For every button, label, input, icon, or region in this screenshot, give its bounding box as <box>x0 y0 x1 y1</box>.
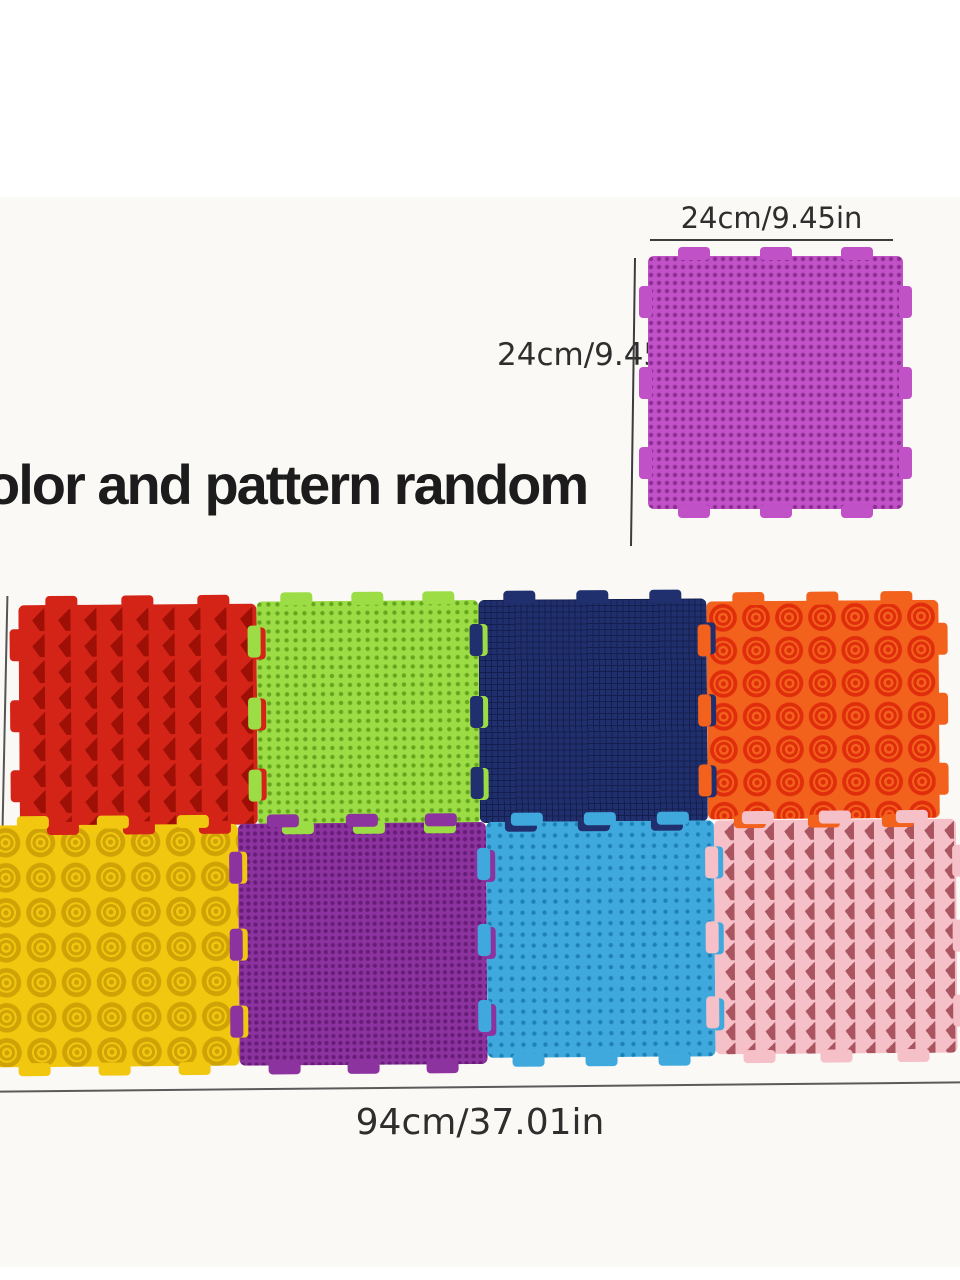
puzzle-tab <box>639 285 652 318</box>
puzzle-tab <box>935 692 949 725</box>
puzzle-tab <box>197 594 230 608</box>
puzzle-tab <box>478 999 492 1032</box>
puzzle-tab <box>935 762 949 795</box>
puzzle-tab <box>841 505 874 518</box>
puzzle-tab <box>45 595 78 610</box>
puzzle-tab <box>705 846 719 879</box>
puzzle-tab <box>732 592 765 606</box>
puzzle-tab <box>639 366 652 399</box>
puzzle-tab <box>677 505 710 518</box>
puzzle-tab <box>425 813 458 827</box>
puzzle-tab <box>512 1053 545 1067</box>
puzzle-tab <box>897 1048 931 1063</box>
puzzle-tab <box>818 810 851 824</box>
puzzle-tab <box>649 589 682 603</box>
puzzle-tab <box>952 919 960 952</box>
puzzle-tab <box>280 592 313 606</box>
puzzle-tab <box>470 766 484 799</box>
puzzle-tab <box>698 694 712 727</box>
puzzle-tab <box>18 1063 51 1077</box>
puzzle-tab <box>178 1061 211 1076</box>
puzzle-tab <box>841 247 874 260</box>
puzzle-tab <box>121 595 154 609</box>
puzzle-tab <box>96 815 129 829</box>
puzzle-tab <box>899 366 912 399</box>
puzzle-tab <box>576 590 609 604</box>
puzzle-tab <box>741 810 774 825</box>
yellow-rose-mat <box>0 823 240 1068</box>
puzzle-tab <box>510 812 543 826</box>
puzzle-tab <box>426 1060 460 1074</box>
puzzle-tab <box>698 764 712 797</box>
puzzle-tab <box>16 816 49 830</box>
puzzle-tab <box>268 1061 301 1075</box>
assembled-width-label: 94cm/37.01in <box>355 1102 605 1143</box>
puzzle-tab <box>229 928 243 961</box>
puzzle-tab <box>658 1052 691 1066</box>
puzzle-tab <box>880 590 913 605</box>
puzzle-tab <box>10 770 24 803</box>
puzzle-tab <box>351 591 384 605</box>
puzzle-tab <box>759 247 792 260</box>
puzzle-tab <box>247 625 261 658</box>
puzzle-tab <box>953 994 960 1027</box>
pink-spike-mat <box>713 818 958 1055</box>
puzzle-tab <box>248 697 262 730</box>
puzzle-tab <box>503 590 536 604</box>
puzzle-tab <box>899 447 912 480</box>
puzzle-tab <box>656 811 689 825</box>
puzzle-tab <box>705 921 719 954</box>
puzzle-tab <box>469 624 483 657</box>
single-mat-width-label: 24cm/9.45in <box>680 201 863 235</box>
single-mat-width-line <box>650 239 893 241</box>
puzzle-tab <box>583 812 616 826</box>
puzzle-tab <box>743 1049 776 1064</box>
puzzle-tab <box>934 622 948 656</box>
puzzle-tab <box>470 695 484 728</box>
puzzle-tab <box>422 591 455 605</box>
puzzle-tab <box>9 628 23 662</box>
assembled-mat-grid <box>0 589 960 1079</box>
puzzle-tab <box>639 447 652 480</box>
puzzle-tab <box>677 247 710 260</box>
puzzle-tab <box>899 285 912 318</box>
puzzle-tab <box>229 851 243 884</box>
green-dot-mat <box>256 600 480 826</box>
puzzle-tab <box>347 1060 380 1074</box>
puzzle-tab <box>266 814 299 828</box>
puzzle-tab <box>98 1062 131 1076</box>
puzzle-tab <box>46 821 79 836</box>
orange-rose-mat <box>706 599 940 820</box>
puzzle-tab <box>176 814 209 829</box>
puzzle-tab <box>697 624 711 657</box>
puzzle-tab <box>585 1053 618 1067</box>
puzzle-tab <box>952 844 960 877</box>
blue-dot-mat <box>485 820 716 1058</box>
puzzle-tab <box>806 591 839 605</box>
puzzle-tab <box>477 923 491 957</box>
puzzle-tab <box>345 813 378 827</box>
puzzle-tab <box>896 809 929 824</box>
purple-dot-mat <box>237 821 488 1066</box>
headline-text: olor and pattern random <box>0 453 589 516</box>
puzzle-tab <box>477 848 491 881</box>
puzzle-tab <box>706 996 720 1029</box>
magenta-sample-mat <box>648 256 903 509</box>
navy-grid-mat <box>478 598 708 824</box>
puzzle-tab <box>230 1006 244 1039</box>
puzzle-tab <box>759 505 792 518</box>
puzzle-tab <box>820 1049 853 1063</box>
red-spike-mat <box>18 603 258 827</box>
puzzle-tab <box>248 769 262 802</box>
puzzle-tab <box>10 699 24 732</box>
